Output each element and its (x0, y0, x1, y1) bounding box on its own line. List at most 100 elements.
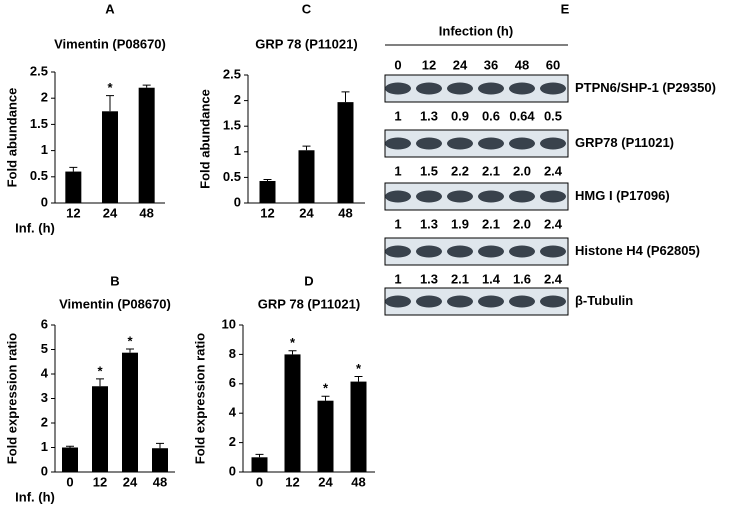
blot-band (447, 295, 473, 308)
quantification-label: 2.1 (482, 216, 500, 231)
y-tick-label: 6 (229, 375, 236, 390)
quantification-label: 2.4 (544, 271, 563, 286)
quantification-label: 2.1 (482, 163, 500, 178)
quantification-label: 1.3 (420, 216, 438, 231)
bar (350, 381, 367, 472)
blot-band (385, 295, 411, 308)
x-tick-label: 12 (260, 205, 274, 220)
x-tick-label: 48 (139, 205, 153, 220)
blot-band (385, 137, 411, 150)
x-tick-label: 0 (66, 474, 73, 489)
blot-membrane (384, 74, 569, 103)
y-tick-label: 1 (41, 142, 48, 157)
y-tick-label: 6 (41, 316, 48, 331)
y-tick-label: 0.5 (30, 168, 48, 183)
bar (65, 171, 82, 203)
blot-band (416, 245, 442, 258)
significance-marker: * (323, 381, 329, 396)
y-tick-label: 0.5 (223, 169, 241, 184)
y-tick-label: 2 (229, 434, 236, 449)
x-tick-label: 24 (123, 474, 138, 489)
error-bar (69, 166, 78, 172)
blot-membrane (384, 129, 569, 158)
quantification-label: 1.3 (420, 271, 438, 286)
significance-marker: * (127, 333, 133, 348)
quantification-label: 2.4 (544, 216, 563, 231)
quantification-label: 1 (394, 216, 401, 231)
blot-band (416, 82, 442, 95)
quantification-label: 1 (394, 271, 401, 286)
bar (337, 102, 354, 203)
blot-band (509, 190, 535, 203)
error-bar (354, 375, 363, 382)
blot-band (540, 190, 566, 203)
quantification-label: 1.9 (451, 216, 469, 231)
chart-title: Vimentin (P08670) (59, 296, 171, 311)
x-tick-label: 24 (318, 474, 333, 489)
blot-band (540, 137, 566, 150)
bar (122, 352, 138, 472)
quantification-label: 1.3 (420, 108, 438, 123)
panel-letter: D (304, 273, 313, 288)
y-tick-label: 4 (41, 365, 49, 380)
quantification-label: 2.4 (544, 163, 563, 178)
quantification-label: 1 (394, 108, 401, 123)
y-tick-label: 2 (234, 92, 241, 107)
blot-row-label: β-Tubulin (575, 293, 633, 308)
panel-letter: A (105, 1, 115, 16)
y-tick-label: 2 (41, 90, 48, 105)
y-tick-label: 0 (41, 463, 48, 478)
blot-band (447, 82, 473, 95)
y-tick-label: 2.5 (223, 66, 241, 81)
blot-band (540, 295, 566, 308)
blot-band (447, 137, 473, 150)
blot-band (540, 245, 566, 258)
blot-row-label: GRP78 (P11021) (575, 135, 674, 150)
y-tick-label: 2.5 (30, 63, 48, 78)
blot-band (509, 137, 535, 150)
blot-band (416, 190, 442, 203)
y-axis-label: Fold abundance (197, 89, 212, 189)
bar (317, 400, 334, 472)
bar (102, 111, 118, 203)
significance-marker: * (356, 361, 362, 376)
chart-title: GRP 78 (P11021) (255, 36, 357, 51)
x-tick-label: 24 (299, 205, 314, 220)
timepoint-label: 60 (546, 57, 560, 72)
y-tick-label: 0 (229, 463, 236, 478)
y-tick-label: 2 (41, 414, 48, 429)
panel-letter: C (302, 1, 312, 16)
quantification-label: 2.0 (513, 216, 531, 231)
y-tick-label: 10 (222, 316, 236, 331)
timepoint-label: 48 (515, 57, 529, 72)
bar (92, 386, 108, 472)
y-tick-label: 1 (41, 439, 48, 454)
blot-band (478, 190, 504, 203)
blot-membrane (384, 182, 569, 211)
chart-title: GRP 78 (P11021) (258, 296, 360, 311)
quantification-label: 1 (394, 163, 401, 178)
bar (62, 447, 78, 472)
y-tick-label: 1 (234, 143, 241, 158)
error-bar (341, 91, 350, 103)
y-tick-label: 0 (41, 194, 48, 209)
blot-band (416, 295, 442, 308)
quantification-label: 2.1 (451, 271, 469, 286)
y-tick-label: 0 (234, 194, 241, 209)
y-tick-label: 4 (229, 405, 237, 420)
blot-band (509, 295, 535, 308)
blot-band (478, 295, 504, 308)
quantification-label: 2.0 (513, 163, 531, 178)
blot-row-label: HMG I (P17096) (575, 188, 670, 203)
x-axis-label: Inf. (h) (15, 489, 55, 504)
bar (152, 448, 168, 472)
x-tick-label: 48 (338, 205, 352, 220)
timepoint-label: 0 (394, 57, 401, 72)
blot-band (447, 190, 473, 203)
error-bar (255, 453, 264, 458)
blot-band (385, 245, 411, 258)
error-bar (263, 178, 272, 181)
x-axis-label: Inf. (h) (15, 220, 55, 235)
blot-band (447, 245, 473, 258)
